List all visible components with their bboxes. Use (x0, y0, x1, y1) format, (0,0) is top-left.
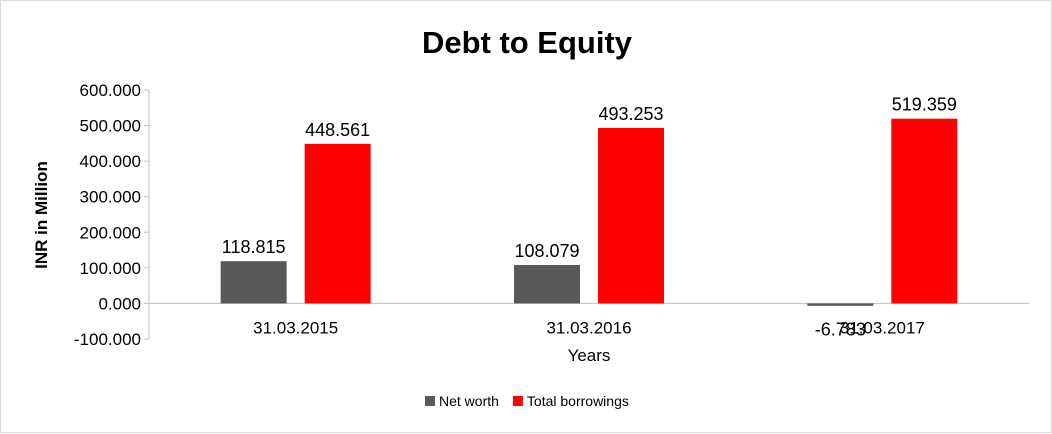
legend-swatch-net-worth (425, 396, 435, 406)
y-tick-label: 0.000 (98, 294, 141, 313)
data-label: 448.561 (305, 120, 370, 140)
y-tick-label: 500.000 (80, 117, 141, 136)
bars-group (220, 118, 958, 306)
legend: Net worth Total borrowings (425, 393, 629, 409)
data-labels-group: 118.815 448.561 108.079 493.253 -6.783 519.35… (222, 95, 957, 340)
y-tick-label: 200.000 (80, 223, 141, 242)
bar-net-worth-0 (220, 261, 287, 304)
data-label: 108.079 (514, 241, 579, 261)
x-tick-label: 31.03.2017 (840, 318, 925, 337)
data-label: 519.359 (892, 95, 957, 115)
bar-net-worth-1 (514, 264, 580, 304)
data-label: 118.815 (222, 237, 286, 257)
bar-net-worth-2 (807, 303, 874, 306)
y-tick-label: 400.000 (80, 152, 141, 171)
x-tick-label: 31.03.2016 (546, 318, 631, 337)
bar-total-borrowings-1 (598, 127, 664, 304)
y-axis-title: INR in Million (32, 161, 51, 269)
chart-title: Debt to Equity (422, 25, 633, 60)
x-tick-label: 31.03.2015 (253, 318, 338, 337)
data-label: -6.783 (815, 319, 866, 339)
y-tick-label: -100.000 (74, 330, 141, 349)
bar-total-borrowings-0 (304, 143, 371, 304)
legend-label-net-worth: Net worth (439, 393, 499, 409)
y-tick-label: 600.000 (80, 81, 141, 100)
legend-swatch-total-borrowings (512, 396, 523, 406)
x-tick-labels-group: 31.03.2015 31.03.2016 31.03.2017 (253, 318, 925, 337)
y-axis: -100.000 0.000 100.000 200.000 300.000 400.00… (74, 81, 150, 349)
data-label: 493.253 (598, 104, 663, 124)
y-tick-label: 100.000 (80, 259, 141, 278)
y-tick-label: 300.000 (80, 188, 141, 207)
bar-total-borrowings-2 (891, 118, 958, 304)
x-axis-title: Years (568, 346, 611, 365)
legend-label-total-borrowings: Total borrowings (527, 393, 629, 409)
